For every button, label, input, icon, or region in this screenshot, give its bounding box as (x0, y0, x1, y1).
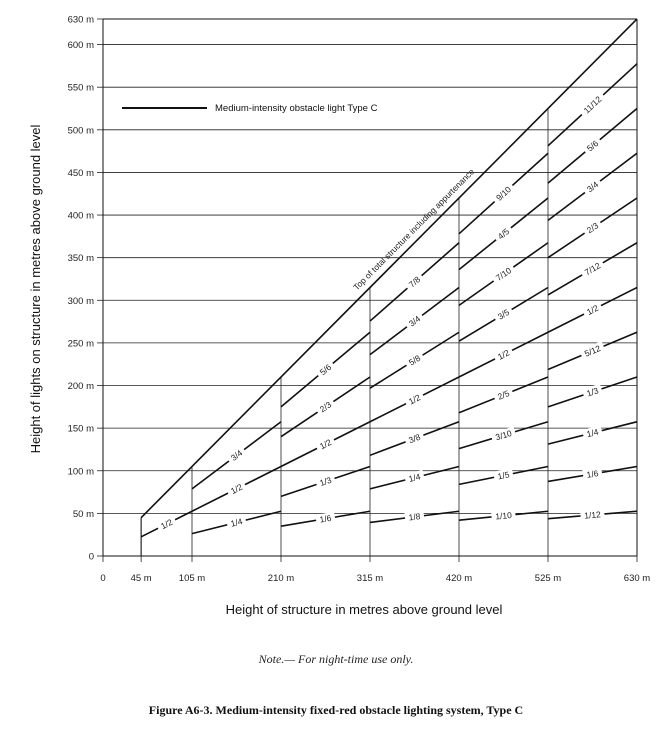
segment-label-bg (404, 510, 425, 524)
segment-label: 1/2 (159, 517, 174, 531)
segment-label: 1/6 (586, 468, 600, 480)
segment-label-bg (403, 350, 426, 370)
segment-label-bg (225, 479, 248, 499)
segment-label-bg (582, 466, 603, 481)
y-tick-label: 150 m (68, 424, 94, 435)
segment-label-bg (314, 359, 337, 380)
series-lines (140, 18, 638, 556)
segment-label: 2/5 (496, 388, 511, 402)
y-tick-label: 250 m (68, 338, 94, 349)
segment-label-bg (492, 386, 515, 404)
x-tick-label: 210 m (268, 573, 294, 584)
segment-label-bg (314, 434, 337, 454)
segment-label: 1/2 (407, 392, 422, 406)
segment-label: 1/5 (497, 469, 511, 481)
y-tick-label: 200 m (68, 381, 94, 392)
segment-label-bg (315, 511, 336, 526)
segment-label: 1/8 (408, 511, 421, 522)
y-tick-label: 600 m (68, 40, 94, 51)
segment-label: 3/8 (407, 432, 422, 446)
x-tick-label: 0 (100, 573, 105, 584)
segment-label-bg (403, 430, 426, 448)
x-tick-label: 420 m (446, 573, 472, 584)
segment-label-bg (581, 383, 604, 401)
segment-label: 1/4 (230, 516, 244, 529)
chart: 0 50 m 100 m 150 m 200 m 250 m 300 m 350 m 400 m… (28, 15, 650, 618)
segment-label-bg (403, 470, 426, 486)
y-tick-label: 100 m (68, 466, 94, 477)
segment-label-bg (490, 426, 517, 444)
segment-label: 1/6 (319, 513, 333, 525)
segment-label-bg (403, 271, 426, 293)
y-axis-title: Height of lights on structure in metres … (28, 124, 43, 453)
y-tick-label: 300 m (68, 296, 94, 307)
y-tick-label: 500 m (68, 125, 94, 136)
segment-label-bg (579, 341, 606, 361)
segment-label: 1/4 (408, 471, 422, 484)
segment-label-bg (492, 304, 515, 324)
y-tick-label: 0 (89, 552, 94, 563)
segment-label-bg (225, 514, 248, 531)
x-tick-label: 525 m (535, 573, 561, 584)
legend-label: Medium-intensity obstacle light Type C (215, 103, 378, 114)
legend: Medium-intensity obstacle light Type C (122, 103, 378, 114)
segment-label: 1/10 (495, 510, 513, 522)
segment-label: 3/10 (494, 428, 513, 442)
y-tick-label: 550 m (68, 83, 94, 94)
y-tick-label: 400 m (68, 211, 94, 222)
segment-label-bg (403, 390, 426, 409)
segment-label-bg (579, 258, 606, 280)
x-tick-label: 105 m (179, 573, 205, 584)
segment-label-bg (581, 217, 604, 238)
top-of-structure-line (140, 18, 638, 519)
segment-label-bg (491, 509, 516, 523)
segment-label-bg (490, 262, 517, 286)
segment-label-bg (493, 468, 514, 483)
segment-label: 1/3 (585, 385, 600, 398)
segment-label-bg (314, 396, 337, 417)
segment-label-bg (492, 223, 515, 245)
segment-label: 1/2 (585, 303, 600, 317)
x-tick-label: 630 m (624, 573, 650, 584)
segment-label-bg (490, 181, 517, 206)
y-tick-label: 50 m (73, 509, 94, 520)
segment-label-bg (581, 176, 604, 197)
figure-caption: Figure A6-3. Medium-intensity fixed-red … (148, 703, 524, 717)
x-axis-title: Height of structure in metres above grou… (226, 602, 503, 617)
segment-label-bg (578, 90, 607, 119)
segment-label-bg (225, 445, 248, 466)
y-tick-label: 630 m (68, 15, 94, 26)
top-line-label: Top of total structure including appurte… (351, 166, 476, 292)
x-tick-label: 45 m (131, 573, 152, 584)
segment-label: 1/2 (496, 347, 511, 361)
segment-label-bg (314, 473, 337, 490)
segment-label-bg (581, 425, 604, 441)
y-tick-label: 450 m (68, 168, 94, 179)
segment-label-bg (580, 508, 605, 522)
note: Note.— For night-time use only. (258, 652, 414, 666)
segment-label: 1/4 (586, 427, 600, 440)
y-tick-label: 350 m (68, 253, 94, 264)
segment-label-bg (403, 310, 426, 332)
segment-labels: 1/2 1/41/23/41/61/31/22/35/61/81/43/81/25… (155, 90, 607, 534)
segment-label-bg (581, 300, 604, 320)
segment-label: 1/2 (318, 437, 333, 451)
segment-label-bg (155, 514, 178, 534)
segment-label-bg (581, 135, 604, 157)
segment-label: 1/12 (584, 509, 602, 520)
segment-label: 1/2 (229, 482, 244, 496)
segment-label-bg (492, 345, 515, 364)
segment-label: 1/3 (318, 475, 333, 488)
x-tick-label: 315 m (357, 573, 383, 584)
